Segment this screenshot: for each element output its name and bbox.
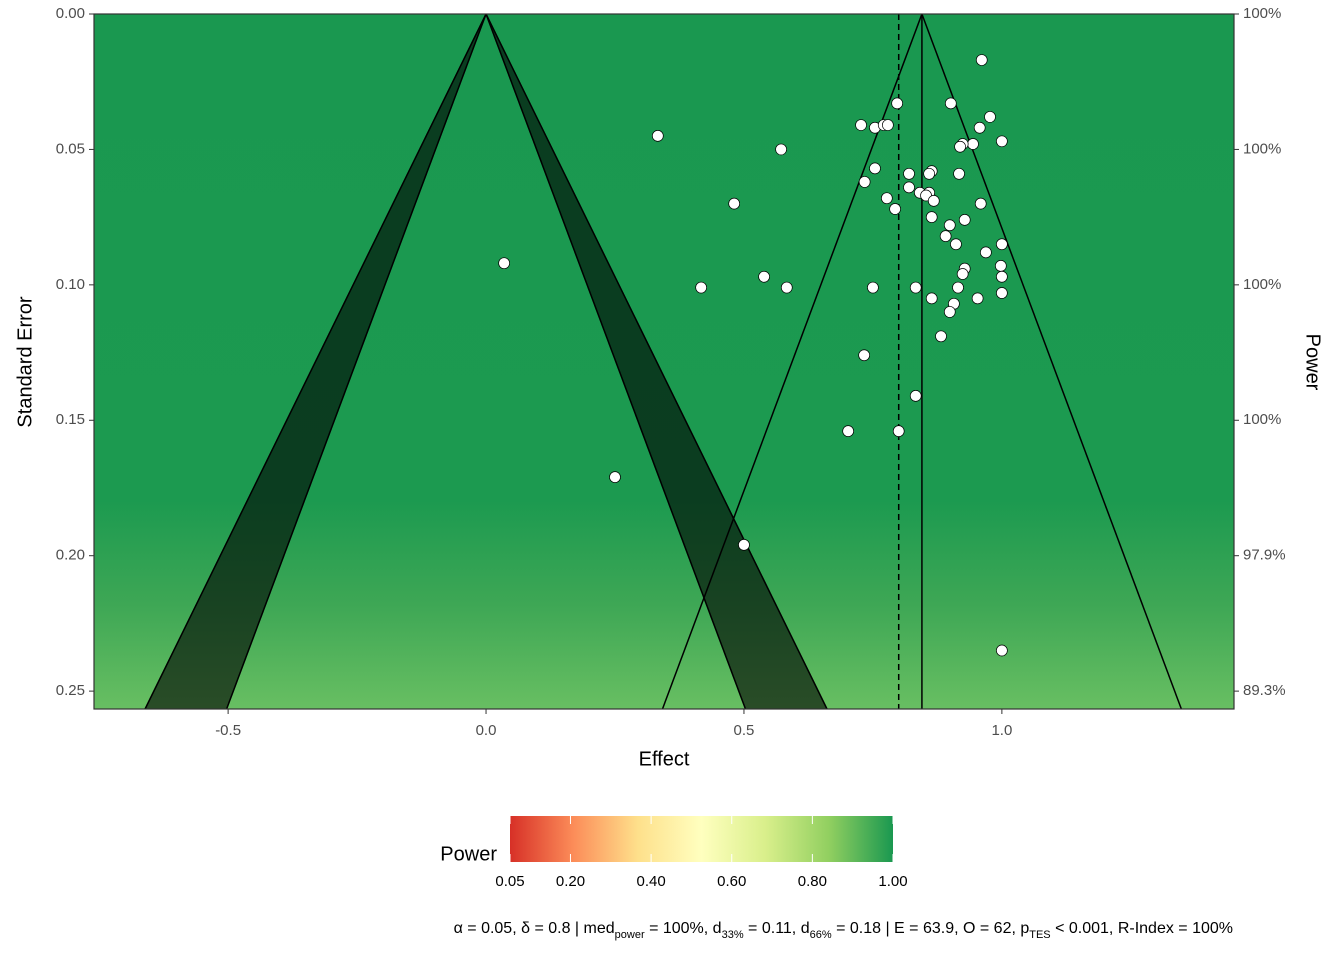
y-tick-label: 0.20 bbox=[56, 547, 85, 564]
caption-subscript: TES bbox=[1029, 929, 1050, 941]
study-point bbox=[858, 349, 870, 362]
study-point bbox=[925, 292, 938, 305]
y-tick-label: 0.00 bbox=[56, 5, 85, 22]
study-point bbox=[903, 167, 915, 180]
y2-tick-label: 89.3% bbox=[1243, 682, 1286, 699]
study-point bbox=[923, 167, 935, 180]
x-tick-label: 0.0 bbox=[476, 722, 497, 739]
study-point bbox=[728, 197, 741, 210]
study-point bbox=[498, 257, 510, 270]
caption-text: = 0.11, d bbox=[744, 920, 810, 937]
study-point bbox=[882, 119, 894, 131]
study-point bbox=[950, 238, 962, 251]
study-point bbox=[935, 330, 947, 343]
colorbar-tick-label: 0.40 bbox=[637, 873, 666, 890]
x-axis-title: Effect bbox=[639, 748, 690, 770]
study-point bbox=[996, 644, 1008, 657]
study-point bbox=[939, 230, 952, 242]
colorbar-tick-label: 0.05 bbox=[495, 873, 524, 890]
funnel-line bbox=[485, 13, 828, 710]
study-point bbox=[758, 270, 770, 283]
colorbar-tick-label: 0.60 bbox=[717, 873, 746, 890]
y2-tick-label: 97.9% bbox=[1243, 547, 1286, 564]
y-tick-label: 0.25 bbox=[56, 682, 85, 699]
study-point bbox=[943, 219, 956, 232]
study-point bbox=[956, 268, 969, 280]
study-point bbox=[973, 121, 986, 134]
study-point bbox=[842, 425, 855, 437]
y2-tick-label: 100% bbox=[1243, 276, 1281, 293]
study-point bbox=[944, 97, 957, 110]
funnel-line bbox=[144, 13, 487, 710]
study-point bbox=[609, 471, 621, 484]
study-point bbox=[996, 270, 1008, 283]
x-tick-label: -0.5 bbox=[215, 722, 241, 739]
y2-tick-label: 100% bbox=[1243, 140, 1281, 157]
study-point bbox=[909, 281, 922, 294]
caption-subscript: 66% bbox=[810, 929, 832, 941]
study-point bbox=[954, 140, 966, 153]
study-point bbox=[880, 192, 893, 205]
study-point bbox=[971, 292, 984, 305]
caption-text: = 100%, d bbox=[645, 920, 722, 937]
caption-text: α = 0.05, δ = 0.8 | med bbox=[454, 920, 615, 937]
caption-subscript: power bbox=[615, 929, 645, 941]
y2-tick-label: 100% bbox=[1243, 5, 1281, 22]
study-point bbox=[943, 306, 956, 318]
study-point bbox=[953, 167, 965, 180]
y-tick-label: 0.05 bbox=[56, 140, 85, 157]
x-tick-label: 1.0 bbox=[991, 722, 1012, 739]
study-point bbox=[984, 111, 996, 123]
y-tick-label: 0.15 bbox=[56, 411, 85, 428]
colorbar-tick-label: 1.00 bbox=[878, 873, 907, 890]
study-point bbox=[909, 390, 922, 402]
colorbar bbox=[510, 816, 893, 862]
legend-title: Power bbox=[440, 843, 497, 865]
caption: α = 0.05, δ = 0.8 | medpower = 100%, d33… bbox=[454, 920, 1233, 941]
study-point bbox=[780, 281, 793, 294]
y-tick-label: 0.10 bbox=[56, 276, 85, 293]
study-point bbox=[994, 260, 1007, 272]
study-point bbox=[903, 181, 915, 194]
study-point bbox=[738, 539, 750, 551]
y2-axis-title: Power bbox=[1302, 334, 1324, 391]
plot-background bbox=[94, 14, 1234, 709]
study-point bbox=[775, 143, 787, 156]
x-tick-label: 0.5 bbox=[734, 722, 755, 739]
study-point bbox=[867, 281, 879, 294]
study-point bbox=[927, 195, 940, 207]
study-point bbox=[996, 238, 1008, 251]
funnel-line bbox=[921, 13, 1183, 710]
study-point bbox=[974, 197, 987, 210]
study-point bbox=[958, 213, 971, 226]
caption-text: < 0.001, R-Index = 100% bbox=[1051, 920, 1233, 937]
study-point bbox=[651, 130, 664, 142]
y2-tick-label: 100% bbox=[1243, 411, 1281, 428]
study-point bbox=[925, 211, 938, 223]
study-point bbox=[975, 54, 988, 66]
colorbar-tick-label: 0.80 bbox=[798, 873, 827, 890]
y-axis-title: Standard Error bbox=[14, 296, 36, 428]
study-point bbox=[952, 281, 964, 294]
study-point bbox=[695, 281, 707, 294]
study-point bbox=[889, 203, 901, 215]
study-point bbox=[892, 425, 905, 437]
funnel-line bbox=[225, 13, 487, 710]
colorbar-tick-label: 0.20 bbox=[556, 873, 585, 890]
study-point bbox=[891, 97, 904, 110]
plot-layer bbox=[144, 13, 1183, 710]
study-point bbox=[980, 246, 992, 259]
caption-text: = 0.18 | E = 63.9, O = 62, p bbox=[832, 920, 1030, 937]
study-point bbox=[996, 287, 1008, 299]
study-point bbox=[855, 119, 867, 131]
caption-subscript: 33% bbox=[722, 929, 744, 941]
funnel-line bbox=[485, 13, 747, 710]
study-point bbox=[967, 138, 979, 150]
study-point bbox=[869, 162, 881, 175]
study-point bbox=[858, 176, 871, 188]
study-point bbox=[996, 135, 1008, 148]
plot-border bbox=[93, 13, 1235, 710]
